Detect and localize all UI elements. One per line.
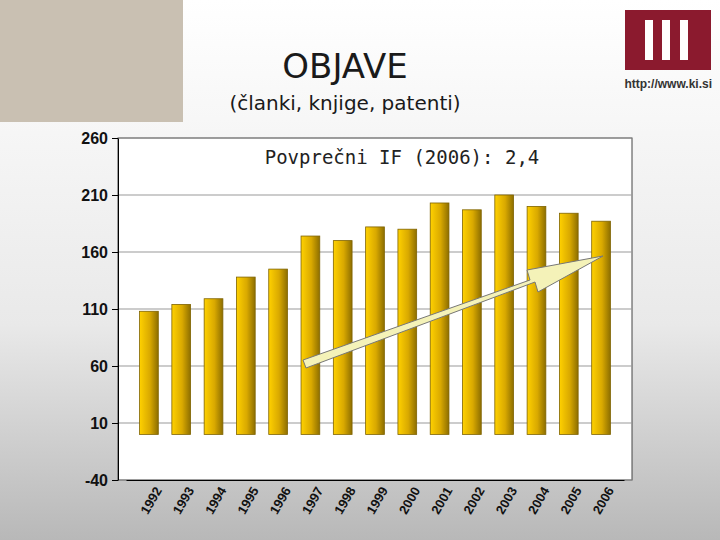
y-axis: -40 10 60 110 160 210 260: [81, 130, 118, 489]
arrow-shape: [303, 256, 603, 368]
x-tick-label: 1994: [202, 484, 230, 517]
bar: [559, 213, 578, 434]
logo-stroke: [662, 20, 670, 60]
logo-stroke: [645, 20, 653, 60]
y-tick-mark: [112, 366, 118, 367]
y-tick-mark: [112, 480, 118, 481]
trend-arrow: [303, 256, 603, 368]
x-tick: 1996: [267, 480, 294, 517]
x-tick: 1992: [137, 480, 164, 517]
y-tick-mark: [112, 138, 118, 139]
y-tick: 160: [81, 244, 118, 261]
logo: [625, 10, 711, 70]
x-tick-label: 2001: [428, 484, 455, 517]
x-tick-label: 1996: [267, 484, 294, 517]
y-tick-label: 110: [82, 301, 108, 318]
x-tick: 2003: [493, 480, 520, 517]
plot-frame: [118, 138, 632, 480]
x-tick: 2006: [590, 480, 617, 517]
x-tick-label: 2003: [493, 484, 520, 517]
y-tick-label: 160: [81, 244, 108, 261]
grid: [118, 138, 632, 480]
y-tick: 10: [90, 415, 118, 432]
y-tick: 110: [82, 301, 118, 318]
x-tick: 2001: [428, 480, 455, 517]
bar: [592, 221, 611, 434]
bar: [463, 210, 482, 435]
x-tick: 2002: [460, 480, 487, 517]
y-tick-mark: [112, 309, 118, 310]
x-axis: 1992199319941995199619971998199920002001…: [127, 480, 625, 517]
bar: [527, 206, 546, 434]
x-tick-label: 1995: [234, 484, 261, 517]
photo-placeholder: [0, 0, 183, 122]
x-tick: 1995: [234, 480, 261, 517]
y-tick: 60: [90, 358, 118, 375]
x-tick: 2005: [557, 480, 584, 517]
bar: [236, 277, 255, 434]
x-tick-label: 1993: [170, 484, 197, 517]
x-tick-label: 2006: [590, 484, 617, 517]
y-tick: -40: [85, 472, 118, 489]
y-tick-label: 210: [81, 187, 108, 204]
x-tick: 2004: [525, 480, 553, 517]
x-tick: 1997: [299, 480, 326, 517]
x-tick: 1994: [202, 480, 230, 517]
bar: [204, 299, 223, 435]
annotation: Povprečni IF (2006): 2,4: [265, 146, 540, 168]
x-tick-label: 2002: [460, 484, 487, 517]
bar: [301, 236, 320, 434]
grid-line: [118, 138, 632, 139]
bar: [172, 304, 191, 434]
canvas: http://www.ki.si OBJAVE (članki, knjige, p…: [0, 0, 720, 540]
bars: [140, 195, 611, 434]
bar: [140, 311, 159, 434]
bar: [495, 195, 514, 434]
x-tick: 1998: [331, 480, 358, 517]
y-tick-label: 260: [81, 130, 108, 147]
bar: [269, 269, 288, 434]
x-tick-label: 1992: [137, 484, 164, 517]
y-tick-label: -40: [85, 472, 108, 489]
y-tick-mark: [112, 423, 118, 424]
grid-line: [118, 480, 632, 481]
background: [0, 0, 720, 540]
x-tick-label: 2004: [525, 484, 553, 517]
x-axis-line: [127, 480, 625, 481]
grid-line: [118, 195, 632, 196]
x-tick-label: 1999: [363, 484, 390, 517]
logo-box: [625, 10, 711, 70]
x-tick: 1999: [363, 480, 390, 517]
subtitle: (članki, knjige, patenti): [229, 91, 460, 115]
bar: [366, 227, 385, 434]
x-tick-label: 1997: [299, 484, 326, 517]
y-tick: 260: [81, 130, 118, 147]
y-tick: 210: [81, 187, 118, 204]
y-tick-mark: [112, 195, 118, 196]
x-tick: 1993: [170, 480, 197, 517]
x-tick: 2000: [396, 480, 423, 517]
y-tick-label: 10: [90, 415, 108, 432]
x-tick-label: 1998: [331, 484, 358, 517]
y-tick-label: 60: [90, 358, 108, 375]
y-tick-mark: [112, 252, 118, 253]
bar: [333, 241, 352, 435]
x-tick-label: 2005: [557, 484, 584, 517]
y-axis-line: [118, 139, 119, 481]
logo-stroke: [680, 20, 688, 60]
url: http://www.ki.si: [624, 77, 712, 91]
x-tick-label: 2000: [396, 484, 423, 517]
title: OBJAVE: [282, 46, 407, 86]
